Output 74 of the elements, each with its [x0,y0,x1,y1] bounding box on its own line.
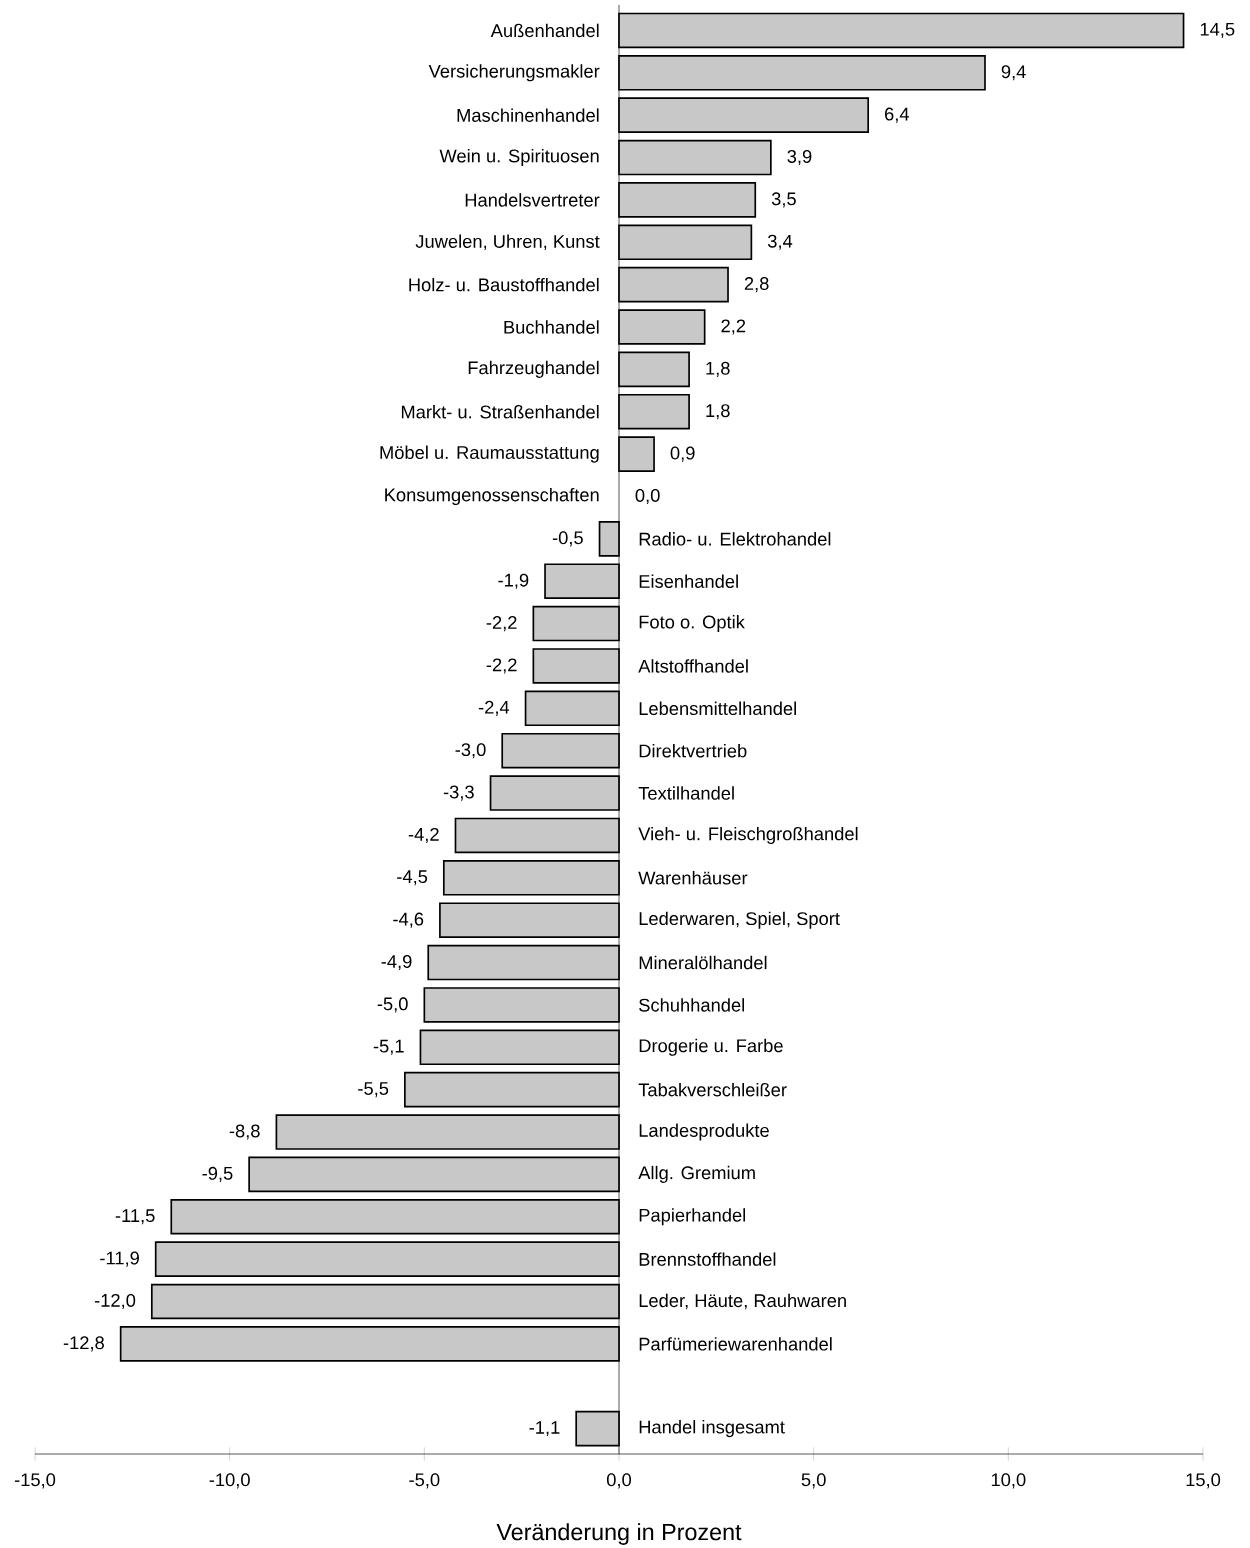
y-tick-label: Mineralölhandel [639,955,767,970]
y-tick-label: Warenhäuser [638,871,748,885]
data-label: 2,2 [721,319,746,335]
y-tick-label: Brennstoffhandel [639,1252,776,1266]
data-label: 6,4 [885,107,910,123]
data-label: 2,8 [744,277,769,293]
data-label: -12,0 [94,1293,136,1310]
y-tick-label: Vieh- u. Fleischgroßhandel [638,826,858,844]
data-label: -2,2 [486,616,517,632]
data-label: -11,9 [100,1251,139,1267]
data-label: 0,0 [635,488,660,505]
data-label: -5,0 [377,997,408,1013]
y-tick-label: Allg. Gremium [638,1165,755,1183]
y-tick-label: Außenhandel [490,23,599,38]
y-tick-label: Versicherungsmakler [428,64,600,82]
data-label: 14,5 [1200,22,1235,38]
data-label: 3,9 [787,149,812,166]
data-label: -4,6 [393,912,424,928]
y-tick-label: Juwelen, Uhren, Kunst [415,234,600,251]
data-label: -5,5 [358,1082,389,1098]
y-tick-label: Buchhandel [504,320,599,334]
x-tick-label: 10,0 [991,1473,1026,1489]
y-tick-label: Lebensmittelhandel [639,701,796,716]
data-label: 3,5 [771,192,796,208]
y-tick-label: Möbel u. Raumausstattung [380,445,599,463]
data-label: -9,5 [202,1166,233,1182]
y-tick-label: Schuhhandel [639,998,745,1012]
data-label: 9,4 [1001,65,1026,81]
y-tick-label: Eisenhandel [639,574,738,588]
x-tick-label: -15,0 [14,1473,56,1489]
data-label: 3,4 [767,234,793,250]
data-label: -8,8 [229,1124,260,1140]
data-label: -1,9 [498,573,529,589]
y-tick-label: Leder, Häute, Rauhwaren [639,1293,846,1310]
y-tick-label: Markt- u. Straßenhandel [401,405,599,419]
y-tick-label: Direktvertrieb [639,743,747,758]
data-label: -1,1 [529,1421,560,1437]
data-label: -0,5 [552,531,583,547]
x-tick-label: 15,0 [1186,1473,1221,1489]
data-label: 1,8 [706,404,730,420]
y-tick-label: Landesprodukte [639,1123,769,1141]
data-label: -11,5 [115,1209,155,1225]
data-label: -2,2 [486,658,517,674]
y-tick-label: Foto o. Optik [639,615,745,633]
y-tick-label: Handelsvertreter [465,193,600,207]
y-tick-label: Maschinenhandel [457,108,599,122]
data-label: -4,5 [397,870,428,886]
y-tick-label: Wein u. Spirituosen [439,148,599,167]
x-axis-title: Veränderung in Prozent [496,1523,742,1545]
data-label: -2,4 [478,700,510,716]
y-tick-label: Lederwaren, Spiel, Sport [639,911,840,929]
y-tick-label: Fahrzeughandel [468,360,599,378]
data-label: -5,1 [373,1039,404,1055]
data-label: 1,8 [706,361,730,377]
y-tick-label: Radio- u. Elektrohandel [639,532,831,546]
x-tick-label: 5,0 [801,1473,826,1489]
y-tick-label: Textilhandel [638,786,734,800]
data-label: -4,2 [408,827,439,844]
data-label: -12,8 [63,1336,104,1352]
y-tick-label: Altstoffhandel [638,659,748,673]
x-tick-label: -5,0 [409,1473,440,1489]
y-tick-label: Papierhandel [639,1208,746,1226]
y-tick-label: Tabakverschleißer [638,1082,787,1097]
data-label: 0,9 [670,446,695,462]
y-tick-label: Holz- u. Baustoffhandel [409,277,599,292]
y-tick-label: Drogerie u. Farbe [639,1038,783,1056]
data-label: -3,0 [455,743,486,759]
y-tick-label: Parfümeriewarenhandel [639,1337,832,1351]
data-label: -3,3 [443,785,474,801]
data-label: -4,9 [381,954,412,971]
x-tick-label: 0,0 [606,1473,632,1489]
y-tick-label: Handel insgesamt [639,1420,785,1438]
x-tick-label: -10,0 [209,1473,250,1489]
y-tick-label: Konsumgenossenschaften [385,487,599,506]
